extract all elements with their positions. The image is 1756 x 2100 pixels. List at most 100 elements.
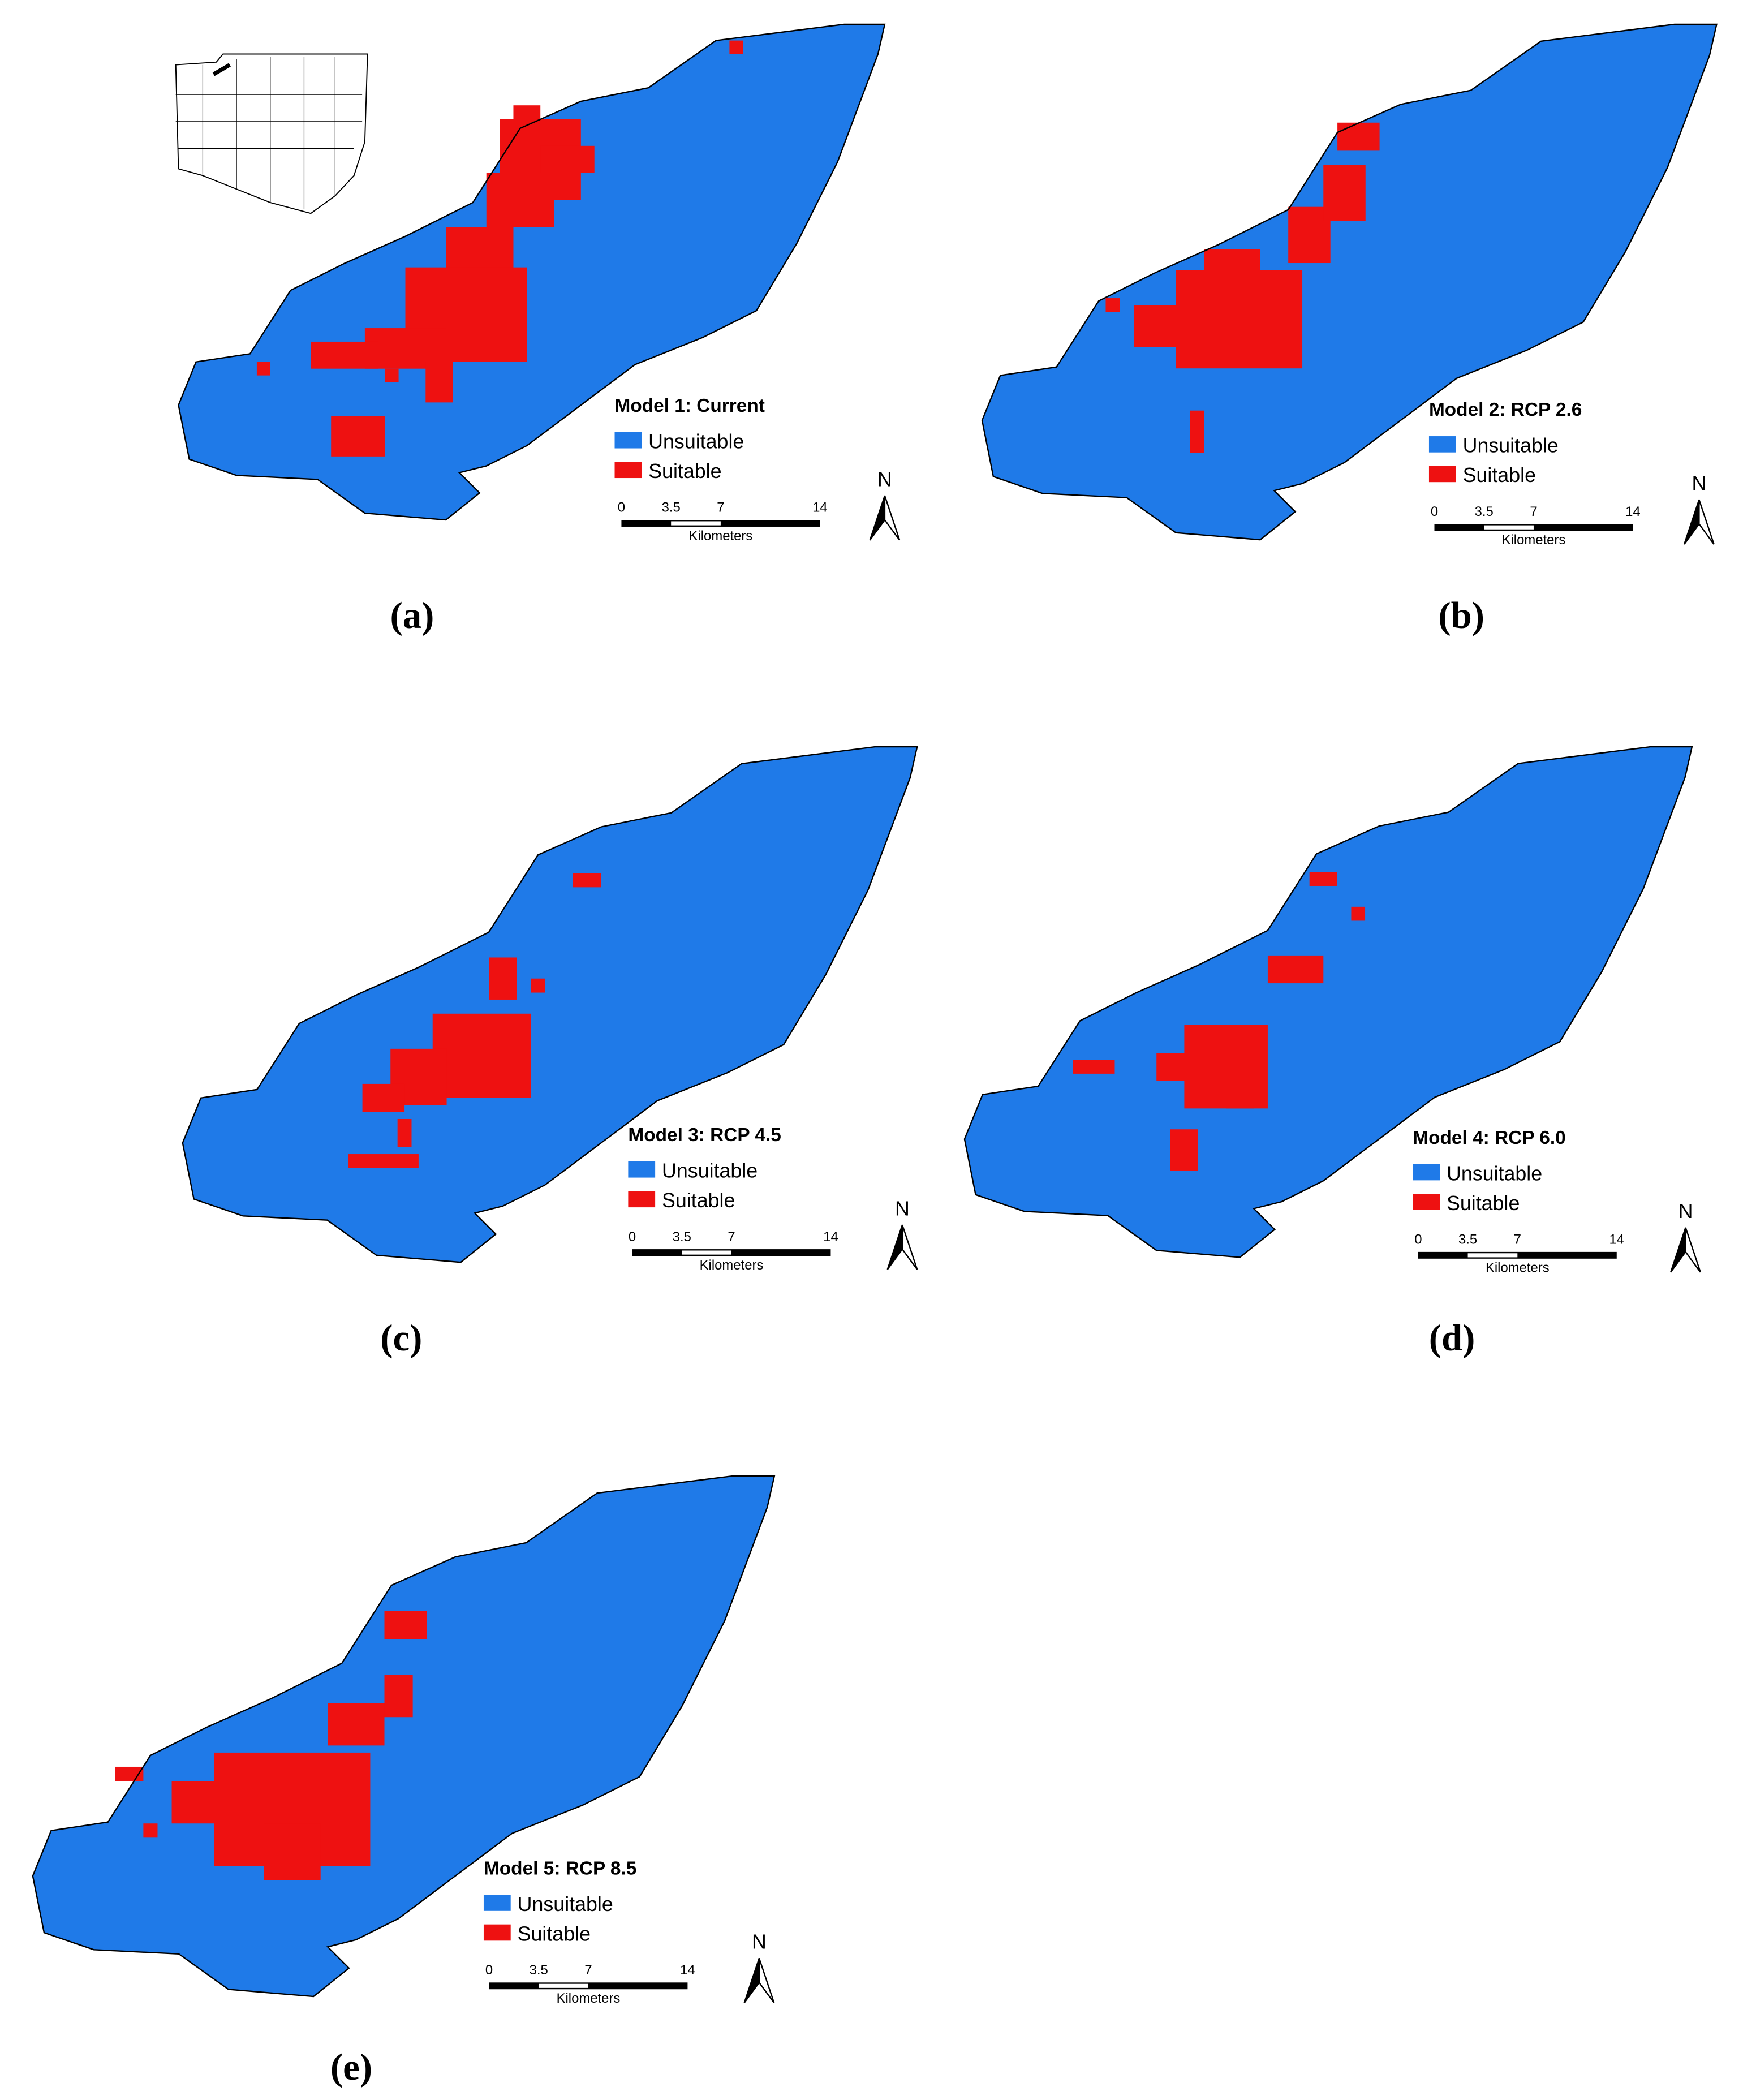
suitable-cell [1323, 165, 1366, 221]
scale-tick-label: 3.5 [530, 1963, 548, 1978]
suitable-cell [1170, 1129, 1198, 1172]
map [182, 746, 918, 1263]
panel-label: (a) [390, 595, 434, 636]
suitable-cell [486, 173, 554, 227]
suitable-cell [1190, 410, 1204, 453]
legend-swatch [1413, 1164, 1440, 1181]
legend-swatch [628, 1161, 656, 1178]
north-arrow-half [758, 1957, 775, 2003]
suitable-cell [1267, 955, 1324, 984]
suitable-cell [1156, 1053, 1198, 1081]
suitable-cell [384, 1611, 427, 1639]
scale-bar-segment [1467, 1253, 1518, 1258]
study-boundary [963, 746, 1693, 1258]
scale-tick-label: 0 [629, 1229, 636, 1245]
suitable-cell [311, 341, 378, 369]
scale-bar [632, 1249, 831, 1256]
legend-swatch [1428, 436, 1456, 453]
map-panel: Model 2: RCP 2.6 Unsuitable Suitable 0 3.5 7 1… [981, 23, 1718, 636]
suitable-cell [328, 1703, 385, 1746]
legend-label: Unsuitable [648, 431, 744, 453]
legend-swatch [614, 462, 642, 479]
scale-tick-label: 0 [485, 1963, 493, 1978]
study-area-marker [212, 63, 231, 76]
suitable-cell [531, 978, 545, 993]
legend-label: Suitable [1463, 464, 1536, 487]
county-lines [175, 57, 363, 210]
scale-tick-label: 7 [717, 500, 724, 515]
scale-unit: Kilometers [557, 1991, 621, 2006]
north-label: N [895, 1197, 910, 1220]
scale-tick-label: 3.5 [673, 1229, 691, 1245]
suitable-cell [489, 957, 517, 1000]
suitable-cell [513, 105, 541, 119]
suitable-cell [256, 362, 270, 376]
legend-title: Model 2: RCP 2.6 [1429, 399, 1582, 420]
legend-swatch [483, 1924, 511, 1941]
suitable-cell [1337, 122, 1380, 151]
scale-tick-label: 14 [823, 1229, 838, 1245]
unsuitable-area [32, 1476, 774, 1997]
map-panel: Model 3: RCP 4.5 Unsuitable Suitable 0 3.5 7 1… [182, 746, 918, 1359]
scale-unit: Kilometers [1486, 1260, 1550, 1276]
scale-bar-segment [539, 1983, 588, 1988]
suitable-cell [1176, 270, 1303, 369]
suitable-cell [362, 1083, 405, 1112]
scale-tick-label: 14 [1609, 1232, 1624, 1247]
map [178, 23, 886, 521]
panel-label: (d) [1429, 1317, 1475, 1359]
north-arrow [886, 1224, 903, 1270]
suitable-cell [264, 1823, 321, 1880]
suitable-cell [573, 873, 601, 888]
north-arrow [743, 1957, 760, 2003]
suitable-cell [1134, 305, 1176, 347]
north-label: N [1692, 472, 1706, 495]
scale-unit: Kilometers [700, 1258, 764, 1273]
scale-tick-label: 0 [1431, 504, 1438, 519]
suitable-cell [432, 1013, 531, 1098]
study-boundary [178, 23, 886, 521]
suitable-cell [729, 40, 743, 54]
map [963, 746, 1693, 1258]
scale-tick-label: 14 [680, 1963, 695, 1978]
suitable-cell [171, 1781, 214, 1824]
legend-title: Model 3: RCP 4.5 [628, 1125, 781, 1146]
panel-label: (e) [330, 2046, 372, 2088]
map-panel: Model 1: Current Unsuitable Suitable 0 3.5 7 1… [178, 23, 901, 636]
legend-label: Unsuitable [1463, 434, 1559, 457]
scale-bar-segment [1484, 525, 1534, 530]
suitable-cell [540, 145, 595, 173]
legend-swatch [483, 1895, 511, 1911]
scale-tick-label: 3.5 [662, 500, 681, 515]
legend-label: Suitable [662, 1189, 735, 1212]
legend-swatch [1413, 1194, 1440, 1210]
north-arrow-half [1698, 499, 1715, 545]
suitable-cell [384, 1675, 413, 1718]
scale-tick-label: 7 [1514, 1232, 1521, 1247]
ohio-inset [175, 53, 368, 214]
legend-label: Unsuitable [518, 1893, 613, 1916]
scale-tick-label: 14 [812, 500, 828, 515]
study-boundary [32, 1475, 776, 1998]
north-arrow-half [901, 1224, 918, 1270]
map [981, 23, 1718, 541]
map-panel: Model 5: RCP 8.5 Unsuitable Suitable 0 3.5 7 1… [32, 1475, 776, 2088]
unsuitable-area [982, 24, 1717, 540]
suitable-cell [331, 416, 385, 457]
north-label: N [752, 1931, 767, 1953]
suitable-cell [348, 1154, 419, 1168]
legend-swatch [628, 1191, 656, 1208]
scale-unit: Kilometers [689, 528, 753, 544]
legend-label: Unsuitable [662, 1160, 758, 1182]
suitable-cell [397, 1118, 412, 1147]
north-arrow [1683, 499, 1700, 545]
legend-title: Model 4: RCP 6.0 [1413, 1128, 1565, 1148]
legend-swatch [1428, 466, 1456, 483]
study-boundary [981, 23, 1718, 541]
scale-tick-label: 14 [1625, 504, 1641, 519]
study-boundary [182, 746, 918, 1263]
legend-label: Suitable [1447, 1192, 1520, 1215]
north-arrow-half [884, 495, 901, 541]
suitable-cell [1073, 1060, 1115, 1074]
